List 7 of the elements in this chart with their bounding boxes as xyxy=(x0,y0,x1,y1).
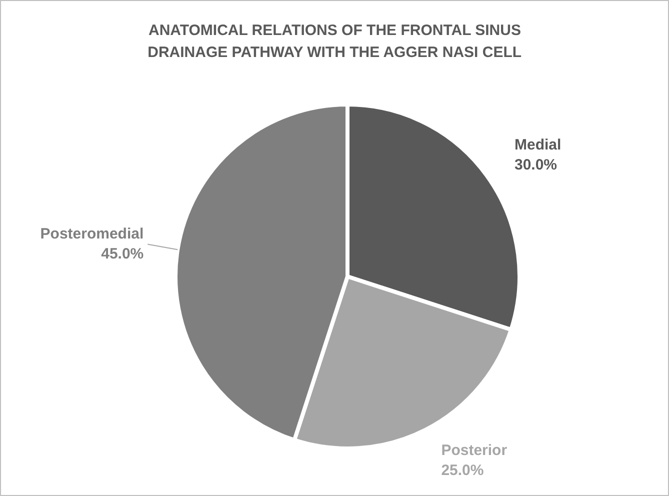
slice-label: Posterior xyxy=(441,442,508,459)
slice-label: Medial xyxy=(514,136,562,154)
data-label: 45.0% xyxy=(101,246,144,263)
chart-title: ANATOMICAL RELATIONS OF THE FRONTAL SINUS DRAINAGE PATHWAY WITH THE AGGER NASI CELL xyxy=(148,22,522,61)
data-label: 30.0% xyxy=(514,156,558,174)
data-label: 25.0% xyxy=(441,462,484,479)
slice-label: Posteromedial xyxy=(40,226,144,243)
